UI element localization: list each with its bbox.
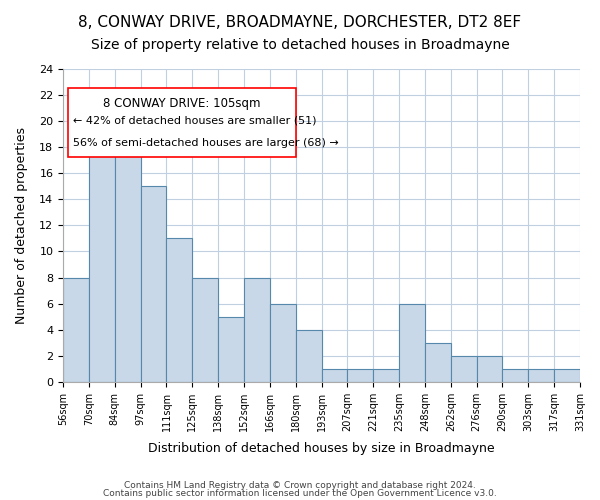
Text: 8, CONWAY DRIVE, BROADMAYNE, DORCHESTER, DT2 8EF: 8, CONWAY DRIVE, BROADMAYNE, DORCHESTER,… (79, 15, 521, 30)
Bar (347, 369, 373, 382)
Bar (296, 330, 322, 382)
Bar (89, 134, 115, 382)
Bar (140, 186, 166, 382)
Bar (322, 369, 347, 382)
Bar (218, 316, 244, 382)
FancyBboxPatch shape (68, 88, 296, 156)
Bar (270, 304, 296, 382)
Text: 56% of semi-detached houses are larger (68) →: 56% of semi-detached houses are larger (… (73, 138, 339, 148)
Bar (529, 369, 554, 382)
Bar (244, 278, 270, 382)
Bar (115, 134, 140, 382)
Bar (166, 238, 193, 382)
Text: Size of property relative to detached houses in Broadmayne: Size of property relative to detached ho… (91, 38, 509, 52)
Bar (554, 369, 580, 382)
X-axis label: Distribution of detached houses by size in Broadmayne: Distribution of detached houses by size … (148, 442, 495, 455)
Text: Contains HM Land Registry data © Crown copyright and database right 2024.: Contains HM Land Registry data © Crown c… (124, 481, 476, 490)
Bar (476, 356, 502, 382)
Bar (63, 278, 89, 382)
Bar (425, 342, 451, 382)
Text: 8 CONWAY DRIVE: 105sqm: 8 CONWAY DRIVE: 105sqm (103, 97, 261, 110)
Bar (193, 278, 218, 382)
Bar (451, 356, 476, 382)
Bar (399, 304, 425, 382)
Bar (502, 369, 529, 382)
Text: Contains public sector information licensed under the Open Government Licence v3: Contains public sector information licen… (103, 488, 497, 498)
Text: ← 42% of detached houses are smaller (51): ← 42% of detached houses are smaller (51… (73, 116, 317, 126)
Y-axis label: Number of detached properties: Number of detached properties (15, 127, 28, 324)
Bar (373, 369, 399, 382)
